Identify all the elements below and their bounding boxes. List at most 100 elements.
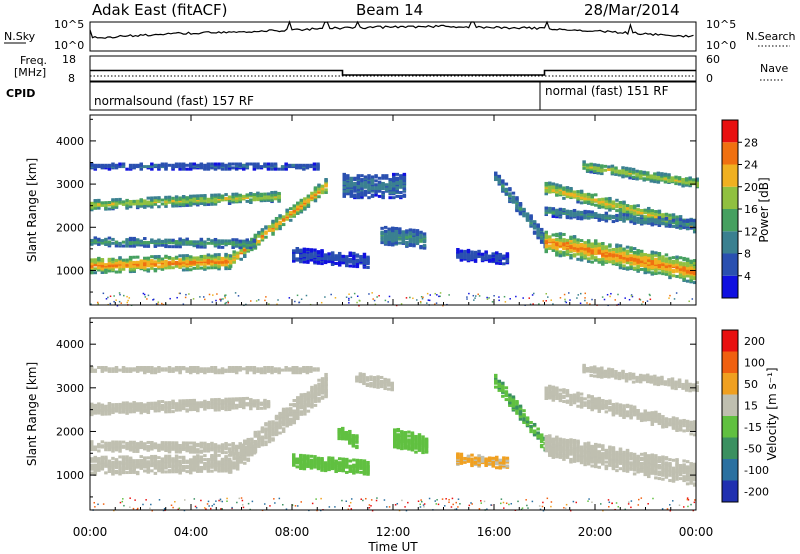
echo-speckle (547, 296, 549, 298)
echo-cell (100, 366, 105, 369)
echo-cell (90, 201, 94, 205)
echo-cell (675, 215, 679, 219)
echo-cell (167, 410, 172, 414)
echo-speckle (212, 294, 214, 296)
echo-speckle (157, 301, 160, 303)
echo-cell (632, 215, 637, 219)
echo-cell (97, 402, 101, 406)
echo-cell (288, 218, 293, 222)
echo-cell (243, 253, 247, 257)
echo-cell (370, 187, 375, 191)
echo-cell (671, 215, 676, 219)
echo-cell (583, 197, 587, 201)
echo-cell (299, 248, 303, 252)
echo-speckle (473, 299, 475, 301)
echo-cell (285, 411, 289, 415)
echo-cell (677, 176, 682, 180)
echo-cell (381, 191, 385, 194)
echo-cell (150, 469, 154, 473)
echo-cell (199, 194, 204, 198)
echo-cell (484, 250, 488, 254)
echo-cell (181, 455, 186, 459)
echo-cell (572, 238, 577, 242)
echo-cell (675, 274, 679, 278)
echo-cell (267, 436, 272, 440)
echo-cell (164, 243, 168, 247)
echo-cell (192, 256, 197, 260)
echo-cell (132, 401, 136, 405)
echo-cell (238, 162, 242, 166)
echo-cell (569, 253, 573, 257)
echo-cell (495, 261, 499, 265)
echo-cell (632, 217, 637, 221)
echo-cell (217, 460, 221, 464)
echo-cell (299, 393, 304, 397)
echo-cell (320, 379, 325, 383)
echo-cell (234, 403, 239, 407)
echo-cell (399, 191, 403, 194)
echo-cell (139, 259, 143, 263)
echo-cell (139, 407, 143, 411)
echo-cell (295, 163, 299, 167)
echo-speckle (409, 296, 411, 299)
echo-cell (245, 246, 250, 250)
echo-cell (636, 249, 640, 253)
echo-cell (291, 163, 295, 167)
echo-cell (171, 245, 175, 249)
echo-cell (135, 366, 140, 369)
power-panel-frame (89, 114, 697, 306)
colorbar-swatch (722, 209, 738, 232)
echo-cell (544, 230, 548, 234)
echo-cell (287, 367, 292, 371)
echo-cell (100, 455, 105, 459)
echo-cell (398, 241, 402, 245)
echo-cell (93, 202, 98, 206)
echo-cell (256, 162, 260, 166)
echo-cell (90, 413, 94, 417)
echo-cell (150, 405, 154, 409)
echo-cell (270, 198, 274, 202)
echo-cell (242, 163, 246, 167)
echo-cell (551, 207, 556, 211)
echo-cell (532, 224, 537, 228)
echo-cell (668, 213, 672, 217)
echo-cell (210, 366, 214, 369)
echo-cell (164, 254, 168, 258)
echo-cell (505, 252, 510, 256)
echo-cell (604, 259, 609, 263)
echo-cell (544, 181, 548, 185)
echo-cell (649, 174, 654, 178)
echo-cell (363, 175, 368, 179)
echo-cell (625, 204, 630, 208)
echo-cell (621, 168, 625, 172)
echo-cell (118, 197, 122, 201)
echo-cell (135, 199, 140, 203)
echo-cell (118, 455, 122, 459)
echo-speckle (475, 295, 477, 297)
echo-speckle (532, 303, 534, 305)
echo-speckle (192, 298, 195, 300)
echo-cell (590, 254, 594, 258)
echo-cell (320, 468, 324, 472)
echo-cell (363, 180, 368, 184)
echo-cell (628, 167, 632, 171)
echo-speckle (648, 293, 651, 296)
echo-cell (688, 176, 692, 180)
echo-cell (245, 402, 250, 406)
echo-cell (324, 372, 328, 376)
echo-cell (90, 471, 94, 475)
echo-cell (313, 251, 317, 255)
echo-cell (303, 412, 307, 416)
echo-cell (689, 218, 693, 222)
echo-speckle (356, 295, 359, 298)
echo-speckle (426, 292, 429, 295)
echo-cell (303, 199, 307, 203)
echo-cell (327, 254, 331, 258)
echo-cell (522, 207, 526, 211)
echo-cell (224, 404, 228, 408)
echo-cell (234, 192, 239, 196)
echo-cell (657, 252, 662, 256)
echo-speckle (498, 296, 500, 298)
echo-cell (164, 443, 168, 447)
echo-cell (618, 244, 623, 248)
